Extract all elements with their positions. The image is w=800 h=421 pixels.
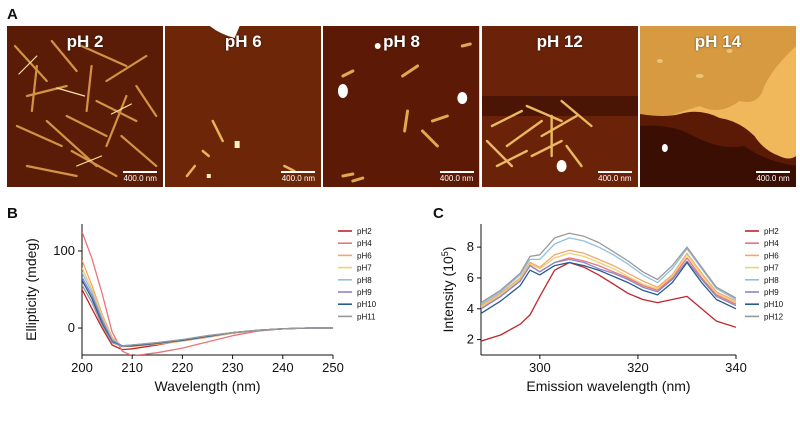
afm-ph-label: pH 14 bbox=[694, 32, 742, 51]
series-line-ph12 bbox=[481, 232, 736, 304]
series-line-ph8 bbox=[481, 237, 736, 305]
afm-ph-label: pH 8 bbox=[383, 32, 420, 51]
legend-entry: pH2 bbox=[357, 227, 372, 236]
legend-entry: pH4 bbox=[764, 239, 779, 248]
series-line-ph9 bbox=[481, 258, 736, 310]
legend-entry: pH10 bbox=[357, 300, 377, 309]
afm-image-ph2 bbox=[7, 26, 164, 187]
series-line-ph10 bbox=[481, 261, 736, 314]
x-tick-label: 230 bbox=[222, 360, 244, 375]
legend-entry: pH2 bbox=[764, 227, 779, 236]
scale-bar-line bbox=[281, 171, 316, 173]
afm-tile-ph6: pH 6 400.0 nm bbox=[165, 26, 322, 187]
afm-image-ph6 bbox=[165, 26, 322, 187]
legend-entry: pH8 bbox=[357, 276, 372, 285]
y-tick-label: 8 bbox=[467, 239, 474, 254]
legend-entry: pH8 bbox=[764, 276, 779, 285]
afm-image-ph14 bbox=[639, 26, 797, 187]
scale-bar-line bbox=[597, 171, 632, 173]
scale-bar: 400.0 nm bbox=[756, 171, 791, 183]
scale-bar-label: 400.0 nm bbox=[281, 174, 316, 183]
scale-bar: 400.0 nm bbox=[123, 171, 158, 183]
y-tick-label: 100 bbox=[53, 243, 75, 258]
y-tick-label: 4 bbox=[467, 301, 474, 316]
afm-ph-label: pH 2 bbox=[66, 32, 104, 51]
scale-bar-label: 400.0 nm bbox=[439, 174, 474, 183]
series-line-ph10 bbox=[82, 279, 333, 348]
series-line-ph7 bbox=[481, 252, 736, 308]
afm-image-ph12 bbox=[481, 26, 638, 187]
legend-entry: pH9 bbox=[357, 288, 372, 297]
x-axis-label: Emission wavelength (nm) bbox=[526, 378, 690, 394]
legend-entry: pH7 bbox=[764, 264, 779, 273]
legend-entry: pH12 bbox=[764, 312, 784, 321]
legend-entry: pH9 bbox=[764, 288, 779, 297]
afm-image-ph8 bbox=[323, 26, 480, 187]
scale-bar-line bbox=[439, 171, 474, 173]
afm-tile-ph2: pH 2 400.0 nm bbox=[7, 26, 164, 187]
scale-bar-label: 400.0 nm bbox=[598, 174, 632, 183]
y-tick-label: 0 bbox=[68, 320, 75, 335]
series-line-ph4 bbox=[481, 257, 736, 310]
y-axis-label: Intensity (105) bbox=[440, 247, 456, 333]
y-axis-label-exponent: 5 bbox=[440, 251, 450, 256]
panel-label-b: B bbox=[7, 205, 18, 222]
x-tick-label: 200 bbox=[71, 360, 93, 375]
x-tick-label: 320 bbox=[627, 360, 649, 375]
panel-label-c: C bbox=[433, 205, 444, 222]
x-tick-label: 300 bbox=[529, 360, 551, 375]
series-line-ph2 bbox=[481, 261, 736, 342]
x-tick-label: 340 bbox=[725, 360, 747, 375]
scale-bar-line bbox=[756, 171, 791, 173]
x-tick-label: 250 bbox=[322, 360, 344, 375]
scale-bar: 400.0 nm bbox=[281, 171, 316, 183]
scale-bar-label: 400.0 nm bbox=[123, 174, 157, 183]
y-tick-label: 2 bbox=[467, 332, 474, 347]
y-tick-label: 6 bbox=[467, 270, 474, 285]
x-tick-label: 240 bbox=[272, 360, 294, 375]
panel-label-a: A bbox=[7, 6, 18, 23]
scale-bar: 400.0 nm bbox=[439, 171, 474, 183]
legend-entry: pH6 bbox=[357, 251, 372, 260]
legend-entry: pH11 bbox=[357, 312, 376, 321]
afm-tile-ph12: pH 12 400.0 nm bbox=[481, 26, 638, 187]
series-line-ph8 bbox=[82, 272, 333, 347]
afm-tile-ph14: pH 14 400.0 nm bbox=[639, 26, 797, 187]
x-tick-label: 210 bbox=[121, 360, 143, 375]
afm-image-strip: pH 2 400.0 nm pH 6 400.0 nm bbox=[7, 26, 797, 187]
series-line-ph6 bbox=[481, 249, 736, 307]
x-tick-label: 220 bbox=[172, 360, 194, 375]
x-axis-label: Wavelength (nm) bbox=[154, 378, 260, 394]
legend: pH2 pH4 pH6 pH7 pH8 pH9 pH10 pH12 bbox=[745, 227, 784, 321]
chart-cd: 200 210 220 230 240 250 0 100 Wavelength (nm) Ell… bbox=[23, 224, 377, 394]
series-line-ph6 bbox=[82, 259, 333, 348]
legend-entry: pH6 bbox=[764, 251, 779, 260]
series-line-ph11 bbox=[82, 284, 333, 348]
scale-bar-line bbox=[123, 171, 158, 173]
y-axis-label: Ellipticity (mdeg) bbox=[23, 238, 39, 341]
legend-entry: pH10 bbox=[764, 300, 784, 309]
legend-entry: pH4 bbox=[357, 239, 372, 248]
scale-bar: 400.0 nm bbox=[597, 171, 632, 183]
afm-ph-label: pH 6 bbox=[224, 32, 262, 51]
scale-bar-label: 400.0 nm bbox=[756, 174, 790, 183]
y-axis-label-tail: ) bbox=[440, 247, 456, 252]
legend: pH2 pH4 pH6 pH7 pH8 pH9 pH10 pH11 bbox=[338, 227, 377, 321]
chart-fluorescence: 300 320 340 2 4 6 8 Emission wavelength (nm) Int… bbox=[440, 224, 784, 394]
afm-tile-ph8: pH 8 400.0 nm bbox=[323, 26, 480, 187]
legend-entry: pH7 bbox=[357, 264, 372, 273]
series-line-ph2 bbox=[82, 289, 333, 351]
afm-ph-label: pH 12 bbox=[536, 32, 583, 51]
series-line-ph7 bbox=[82, 267, 333, 348]
